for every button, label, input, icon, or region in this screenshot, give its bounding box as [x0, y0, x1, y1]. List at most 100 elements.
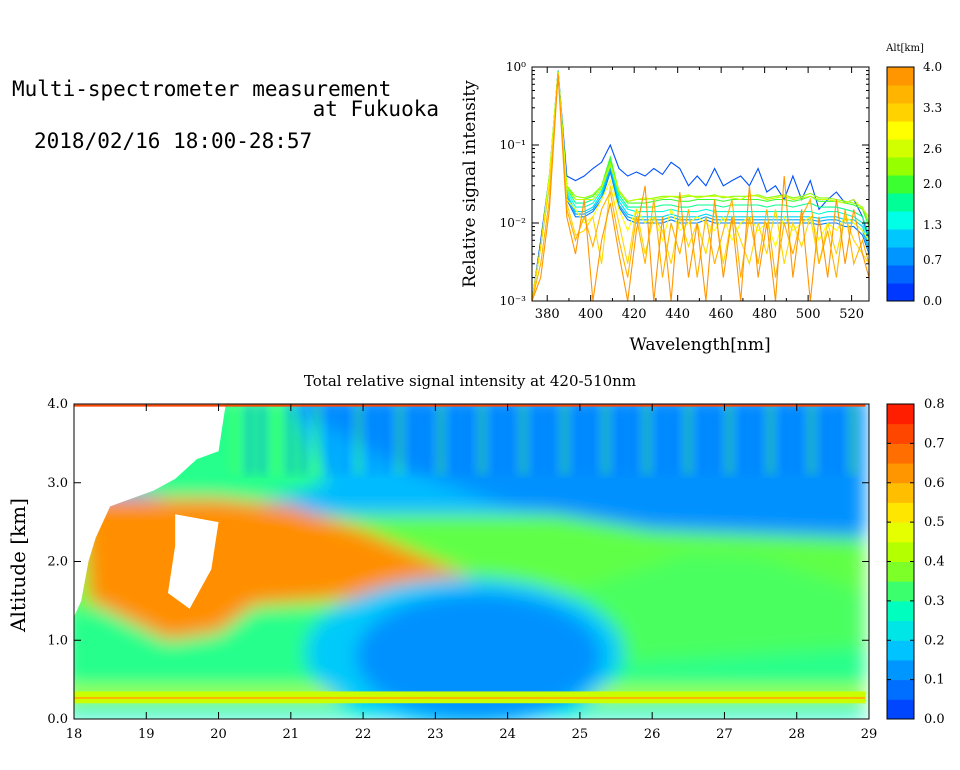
intensity-colorbar	[887, 404, 914, 720]
intensity-colorbar-swatch	[887, 659, 914, 681]
heatmap-y-tick-label: 1.0	[47, 633, 68, 648]
heatmap-y-tick-label: 3.0	[47, 476, 68, 491]
heatmap-x-tick-label: 28	[788, 727, 805, 742]
altitude-colorbar-tick-label: 2.0	[923, 177, 942, 191]
altitude-colorbar-swatch	[887, 103, 914, 122]
heatmap-streak	[823, 404, 828, 475]
altitude-colorbar-swatch	[887, 193, 914, 212]
spectrum-series-2	[532, 72, 869, 301]
heatmap-x-tick-label: 24	[499, 727, 516, 742]
altitude-colorbar-tick-label: 4.0	[923, 60, 942, 74]
spectrum-x-tick-label: 420	[622, 307, 647, 322]
heatmap-x-ticks: 18 19 20 21 22 23 24 25 26 27 28 29	[66, 404, 878, 742]
spectrum-x-tick-label: 500	[796, 307, 821, 322]
intensity-colorbar-swatch	[887, 600, 914, 622]
heatmap-y-tick-label: 0.0	[47, 712, 68, 727]
altitude-colorbar-tick-label: 1.3	[923, 218, 942, 232]
altitude-colorbar-swatch	[887, 211, 914, 230]
heatmap-x-tick-label: 29	[861, 727, 878, 742]
heatmap-streak	[754, 404, 759, 475]
main-title-line1: Multi-spectrometer measurement	[12, 77, 392, 101]
heatmap-field	[74, 404, 866, 719]
heatmap-streak	[590, 404, 595, 475]
heatmap-streak	[672, 404, 677, 475]
spectrum-series-9	[532, 72, 869, 301]
heatmap-streak	[562, 404, 567, 475]
heatmap-x-tick-label: 20	[210, 727, 227, 742]
spectrum-series-3	[532, 71, 869, 301]
altitude-colorbar-tick-label: 3.3	[923, 101, 942, 115]
heatmap-streak	[370, 404, 375, 475]
altitude-colorbar-swatch	[887, 139, 914, 158]
heatmap-streak	[521, 404, 526, 475]
spectrum-x-tick-label: 480	[752, 307, 777, 322]
heatmap-streak	[301, 404, 306, 475]
spectrum-y-ticks: 10⁻³ 10⁻² 10⁻¹ 10⁰	[500, 60, 869, 308]
heatmap-streak	[741, 404, 746, 475]
altitude-colorbar-swatch	[887, 121, 914, 140]
heatmap-title: Total relative signal intensity at 420-5…	[304, 372, 636, 390]
intensity-colorbar-tick-label: 0.2	[924, 633, 945, 648]
spectrum-y-tick-label: 10⁻¹	[500, 138, 526, 152]
spectrum-x-tick-label: 440	[665, 307, 690, 322]
heatmap-evening-layer	[543, 553, 866, 664]
heatmap-x-tick-label: 21	[283, 727, 300, 742]
heatmap-streak	[699, 404, 704, 475]
heatmap-streak	[274, 404, 279, 475]
altitude-colorbar-swatch	[887, 175, 914, 194]
heatmap-x-tick-label: 22	[355, 727, 372, 742]
heatmap-streak	[727, 404, 732, 475]
heatmap-streak	[260, 404, 265, 475]
heatmap-streak	[315, 404, 320, 475]
heatmap-streak	[686, 404, 691, 475]
heatmap-streak	[287, 404, 292, 475]
altitude-colorbar-tick-label: 0.0	[923, 294, 942, 308]
spectrum-y-tick-label: 10⁰	[506, 60, 526, 74]
intensity-colorbar-tick-label: 0.5	[924, 515, 945, 530]
heatmap-y-tick-label: 2.0	[47, 555, 68, 570]
intensity-colorbar-tick-label: 0.4	[924, 555, 945, 570]
spectrum-x-label: Wavelength[nm]	[629, 335, 770, 355]
spectrum-x-tick-label: 460	[709, 307, 734, 322]
altitude-colorbar-swatch	[887, 157, 914, 176]
spectrum-x-tick-label: 400	[578, 307, 603, 322]
spectrum-series-7	[532, 71, 869, 301]
spectrum-plot-frame	[531, 66, 870, 302]
heatmap-streaks	[233, 404, 855, 475]
heatmap-streak	[246, 404, 251, 475]
altitude-colorbar-tick-label: 2.6	[923, 142, 942, 156]
intensity-colorbar-tick-label: 0.8	[924, 397, 945, 412]
spectrum-series-10	[532, 72, 869, 301]
heatmap-streak	[548, 404, 553, 475]
altitude-colorbar-swatch	[887, 67, 914, 86]
altitude-colorbar-swatch	[887, 85, 914, 104]
heatmap-streak	[576, 404, 581, 475]
heatmap-streak	[411, 404, 416, 475]
spectrum-series-11	[532, 73, 869, 301]
intensity-colorbar-swatch	[887, 620, 914, 641]
heatmap-streak	[850, 404, 855, 475]
heatmap-streak	[507, 404, 512, 475]
altitude-colorbar-tick-label: 0.7	[923, 253, 942, 267]
spectrum-x-ticks: 380 400 420 440 460 480 500 520	[535, 67, 864, 322]
heatmap-x-tick-label: 27	[716, 727, 733, 742]
spectrum-y-tick-label: 10⁻³	[500, 294, 527, 308]
intensity-colorbar-tick-label: 0.1	[924, 673, 945, 688]
intensity-colorbar-swatch	[887, 482, 914, 503]
intensity-colorbar-swatch	[887, 679, 914, 700]
intensity-colorbar-swatch	[887, 463, 914, 484]
spectrum-y-label: Relative signal intensity	[460, 80, 480, 288]
heatmap-streak	[535, 404, 540, 475]
heatmap-cloud-mask	[74, 404, 226, 617]
heatmap-streak	[809, 404, 814, 475]
heatmap-streak	[603, 404, 608, 475]
intensity-colorbar-swatch	[887, 581, 914, 602]
intensity-colorbar-swatch	[887, 443, 914, 464]
heatmap-x-tick-label: 23	[427, 727, 444, 742]
heatmap-streak	[796, 404, 801, 475]
heatmap-streak	[329, 404, 334, 475]
spectrum-series-5	[532, 71, 869, 301]
altitude-colorbar-swatch	[887, 229, 914, 248]
intensity-colorbar-tick-label: 0.0	[924, 712, 945, 727]
